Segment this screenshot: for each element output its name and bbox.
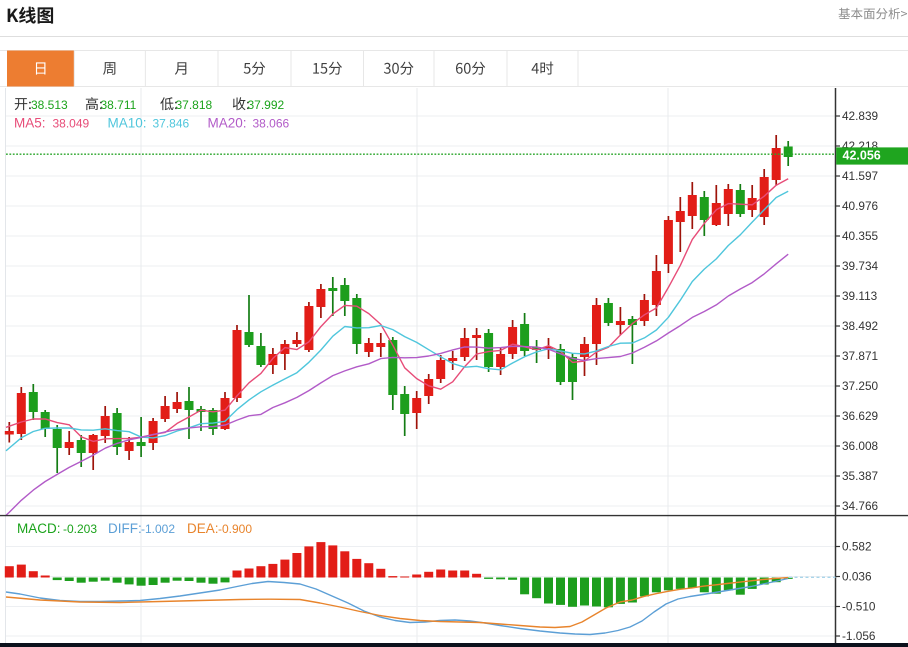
svg-text:36.008: 36.008 bbox=[842, 439, 879, 453]
svg-text:38.066: 38.066 bbox=[253, 117, 290, 131]
svg-text:MACD:: MACD: bbox=[17, 521, 61, 536]
svg-text:42.056: 42.056 bbox=[843, 149, 881, 163]
svg-text:37.818: 37.818 bbox=[176, 98, 213, 112]
svg-text:39.734: 39.734 bbox=[842, 259, 879, 273]
svg-text:-0.900: -0.900 bbox=[218, 522, 252, 536]
svg-text:37.846: 37.846 bbox=[153, 117, 190, 131]
svg-text:-1.002: -1.002 bbox=[141, 522, 175, 536]
svg-text:34.766: 34.766 bbox=[842, 499, 879, 513]
svg-text:MA5:: MA5: bbox=[14, 116, 46, 131]
svg-text:37.250: 37.250 bbox=[842, 379, 879, 393]
svg-text:42.839: 42.839 bbox=[842, 109, 878, 123]
svg-text:-0.510: -0.510 bbox=[842, 600, 876, 614]
svg-text:0.582: 0.582 bbox=[842, 540, 872, 554]
svg-text:DIFF:: DIFF: bbox=[108, 521, 142, 536]
svg-text:DEA:: DEA: bbox=[187, 521, 219, 536]
svg-text:37.871: 37.871 bbox=[842, 349, 878, 363]
svg-text:MA10:: MA10: bbox=[108, 116, 147, 131]
svg-text:38.492: 38.492 bbox=[842, 319, 878, 333]
svg-text:-1.056: -1.056 bbox=[842, 629, 876, 643]
svg-text:38.049: 38.049 bbox=[53, 117, 90, 131]
svg-text:41.597: 41.597 bbox=[842, 169, 878, 183]
svg-text:38.513: 38.513 bbox=[31, 98, 68, 112]
svg-text:MA20:: MA20: bbox=[208, 116, 247, 131]
svg-text:0.036: 0.036 bbox=[842, 570, 872, 584]
svg-text:36.629: 36.629 bbox=[842, 409, 878, 423]
svg-text:40.355: 40.355 bbox=[842, 229, 879, 243]
svg-text:40.976: 40.976 bbox=[842, 199, 879, 213]
svg-text:39.113: 39.113 bbox=[842, 289, 878, 303]
svg-text:38.711: 38.711 bbox=[101, 98, 137, 112]
svg-text:35.387: 35.387 bbox=[842, 469, 878, 483]
svg-text:37.992: 37.992 bbox=[248, 98, 285, 112]
svg-text:-0.203: -0.203 bbox=[63, 522, 97, 536]
